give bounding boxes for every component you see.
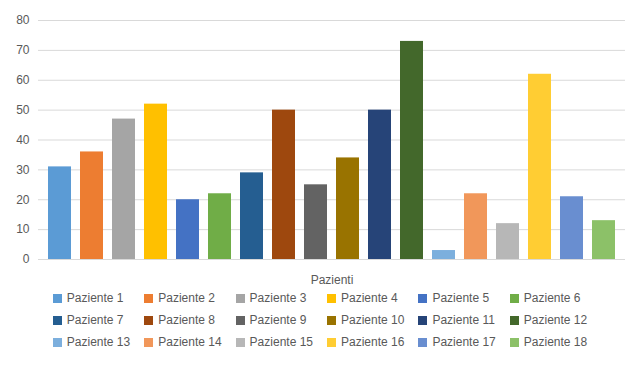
html-text:Paziente 10: Paziente 10 [341,313,405,327]
svg-text:0: 0 [23,252,30,266]
html-text:Paziente 4: Paziente 4 [341,291,398,305]
html-text:Paziente 1: Paziente 1 [66,291,124,305]
svg-text:70: 70 [16,43,30,57]
svg-text:60: 60 [16,73,30,87]
svg-text:80: 80 [16,13,30,27]
svg-text:10: 10 [16,222,30,236]
html-text:Paziente 2: Paziente 2 [158,291,215,305]
svg-text:20: 20 [16,193,30,207]
html-text:Paziente 12: Paziente 12 [523,313,588,327]
html-text:Paziente 17: Paziente 17 [432,335,496,349]
html-text:Paziente 8: Paziente 8 [158,313,215,327]
svg-text:50: 50 [16,103,30,117]
svg-text:40: 40 [16,133,30,147]
html-text:Paziente 3: Paziente 3 [249,291,307,305]
html-text:Paziente 18: Paziente 18 [523,335,588,349]
html-text:Paziente 14: Paziente 14 [158,335,222,349]
svg-text:30: 30 [16,163,30,177]
html-text:Paziente 7: Paziente 7 [66,313,124,327]
html-text:Paziente 16: Paziente 16 [341,335,405,349]
html-text:Paziente 6: Paziente 6 [523,291,581,305]
html-text:Paziente 13: Paziente 13 [66,335,131,349]
html-text:Paziente 9: Paziente 9 [249,313,307,327]
html-text:Paziente 11: Paziente 11 [432,313,495,327]
svg-text:Pazienti: Pazienti [311,273,354,287]
html-text:Paziente 5: Paziente 5 [432,291,490,305]
html-text:Paziente 15: Paziente 15 [249,335,313,349]
